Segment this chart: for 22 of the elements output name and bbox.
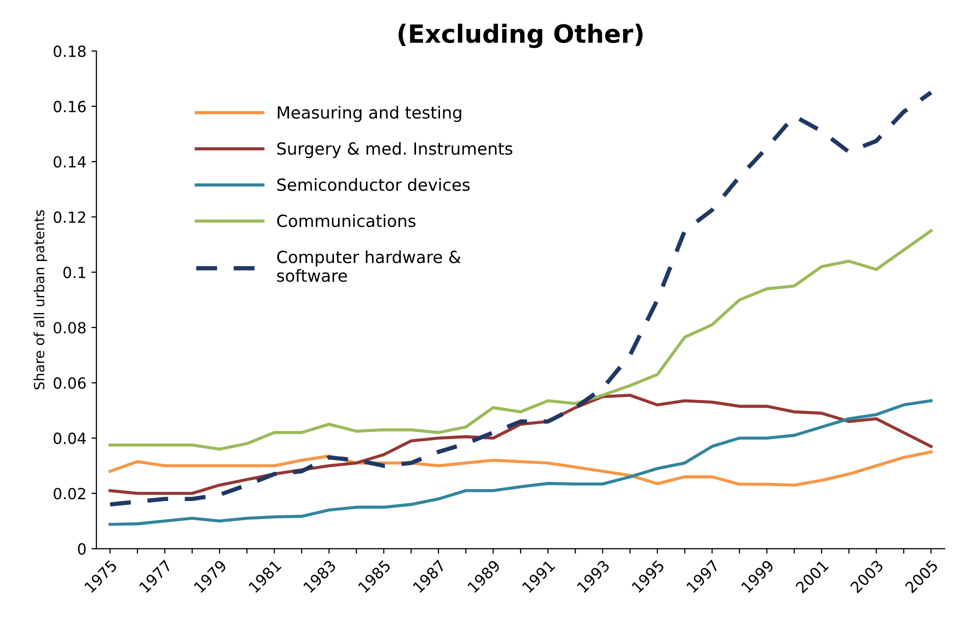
legend-label: Measuring and testing	[278, 106, 462, 122]
legend-label: Communications	[277, 214, 416, 228]
line-series	[108, 229, 933, 451]
line-series	[108, 450, 933, 487]
legend-label: Computer hardware & software	[277, 250, 461, 282]
y-tick-label: 0.02	[54, 488, 86, 500]
y-tick-label: 0	[78, 543, 86, 555]
line-series	[108, 90, 934, 507]
y-tick-label: 0.16	[54, 100, 86, 112]
line-series	[108, 394, 933, 495]
y-tick-label: 0.18	[54, 46, 86, 58]
line-series	[108, 399, 933, 526]
y-tick-label: 0.1	[63, 266, 86, 278]
y-axis-title: Share of all urban patents	[34, 210, 48, 390]
y-tick-label: 0.08	[54, 322, 86, 334]
legend-label: Semiconductor devices	[277, 178, 470, 192]
legend-label: Surgery & med. Instruments	[277, 142, 512, 158]
y-tick-label: 0.12	[54, 211, 86, 223]
chart-title: (Excluding Other)	[398, 24, 643, 48]
y-tick-label: 0.06	[54, 377, 86, 389]
y-tick-label: 0.14	[54, 156, 86, 168]
y-tick-label: 0.04	[54, 432, 86, 444]
